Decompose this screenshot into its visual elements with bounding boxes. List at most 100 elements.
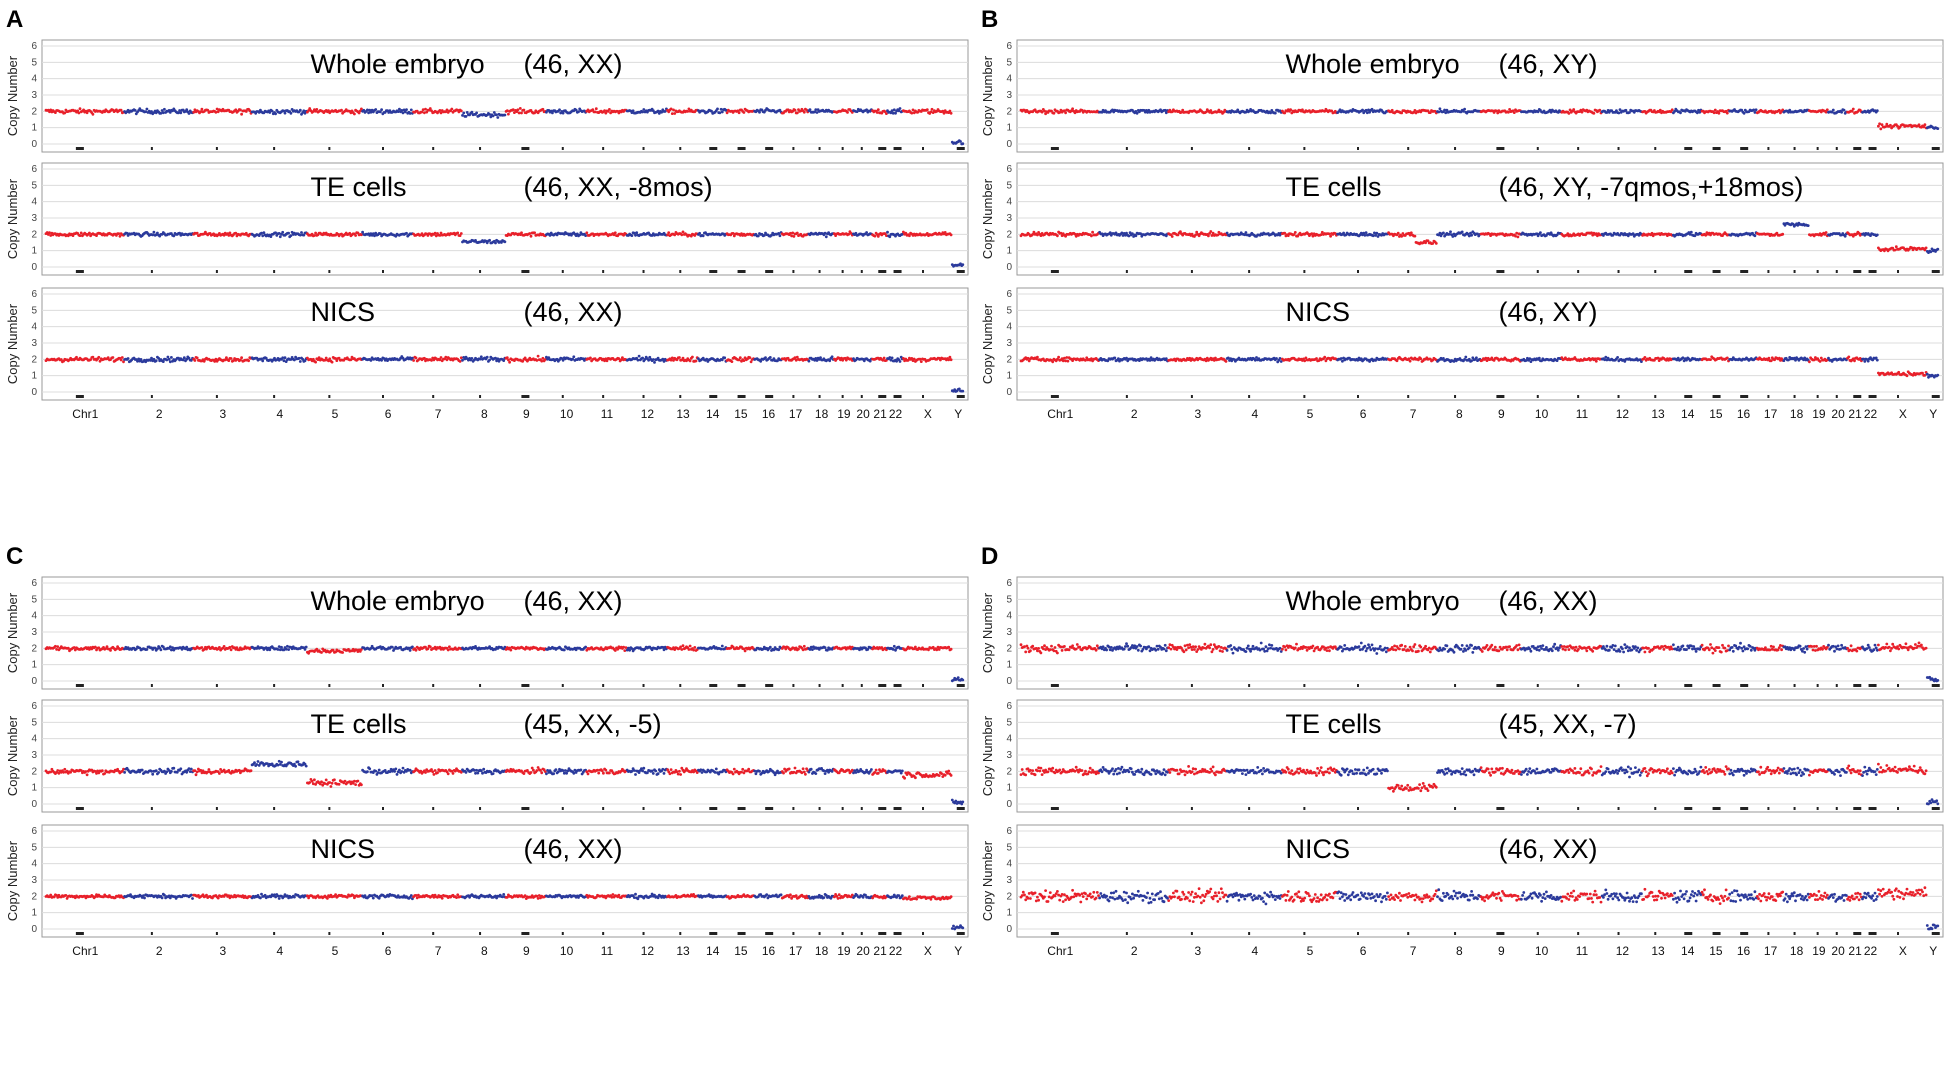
centromere-mark xyxy=(765,395,774,398)
cnv-point xyxy=(802,110,806,114)
chromosome-label: 5 xyxy=(332,407,339,421)
cnv-point xyxy=(961,389,965,393)
cnv-point xyxy=(1066,359,1070,363)
cnv-point xyxy=(1061,359,1065,363)
centromere-mark xyxy=(1125,270,1128,273)
centromere-mark xyxy=(709,147,718,150)
cnv-point xyxy=(651,358,655,361)
chromosome-label: 12 xyxy=(641,407,655,421)
y-tick-label: 1 xyxy=(1006,123,1012,134)
cnv-point xyxy=(1289,108,1292,112)
cnv-point xyxy=(495,113,498,117)
cnv-point xyxy=(151,233,155,237)
cnv-point xyxy=(298,233,302,237)
cnv-point xyxy=(459,232,463,235)
chromosome-label: Chr1 xyxy=(72,407,98,421)
cnv-point xyxy=(731,232,735,235)
cnv-point xyxy=(1679,111,1682,115)
cnv-point xyxy=(670,356,674,360)
cnv-point xyxy=(353,112,356,116)
cnv-point xyxy=(1725,111,1729,115)
cnv-point xyxy=(1681,356,1685,360)
cnv-point xyxy=(701,234,705,238)
centromere-mark xyxy=(215,270,218,273)
cnv-point xyxy=(723,356,727,360)
cnv-point xyxy=(373,234,376,238)
centromere-mark xyxy=(328,395,331,398)
cnv-point xyxy=(502,359,506,362)
centromere-mark xyxy=(273,395,276,398)
cnv-point xyxy=(630,234,634,238)
cnv-point xyxy=(91,355,95,359)
centromere-mark xyxy=(1617,147,1620,150)
centromere-mark xyxy=(1853,395,1862,398)
centromere-mark xyxy=(1816,395,1819,398)
cnv-point xyxy=(1598,108,1602,112)
cnv-point xyxy=(1363,233,1367,237)
cnv-point xyxy=(496,116,500,119)
y-axis-label: Copy Number xyxy=(980,178,995,259)
chromosome-label: 18 xyxy=(815,407,829,421)
centromere-mark xyxy=(1303,395,1306,398)
cnv-point xyxy=(1475,356,1478,360)
cnv-point xyxy=(548,234,552,237)
cnv-point xyxy=(1713,108,1717,112)
y-axis-label: Copy Number xyxy=(980,55,995,136)
cnv-point xyxy=(1537,356,1541,360)
centromere-mark xyxy=(479,270,482,273)
y-tick-label: 5 xyxy=(1006,57,1012,68)
cnv-point xyxy=(518,107,522,110)
chromosome-label: 8 xyxy=(481,407,488,421)
cnv-point xyxy=(456,231,460,235)
cnv-point xyxy=(737,111,741,115)
centromere-mark xyxy=(642,147,645,150)
cnv-point xyxy=(1818,360,1822,363)
cnv-point xyxy=(1752,108,1756,112)
cnv-point xyxy=(577,110,580,114)
centromere-mark xyxy=(679,147,682,150)
cnv-point xyxy=(261,234,265,238)
cnv-point xyxy=(120,356,124,359)
y-tick-label: 2 xyxy=(31,643,37,654)
cnv-point xyxy=(464,115,468,118)
cnv-point xyxy=(1516,235,1520,239)
y-tick-label: 0 xyxy=(31,139,37,150)
cnv-point xyxy=(1725,356,1729,360)
cnv-point xyxy=(1470,359,1473,363)
cnv-point xyxy=(912,357,916,361)
cnv-point xyxy=(807,359,811,363)
cnv-point xyxy=(257,111,261,114)
cnv-point xyxy=(691,355,694,359)
y-tick-label: 4 xyxy=(1006,197,1012,208)
cnv-point xyxy=(942,111,946,115)
centromere-mark xyxy=(382,395,385,398)
cnv-point xyxy=(894,111,897,115)
cnv-point xyxy=(895,359,898,363)
cnv-point xyxy=(485,355,489,359)
cnv-point xyxy=(1709,358,1712,361)
centromere-mark xyxy=(1248,147,1251,150)
cnv-point xyxy=(199,110,203,114)
centromere-mark xyxy=(1577,270,1580,273)
cnv-point xyxy=(1539,231,1542,235)
y-tick-label: 5 xyxy=(31,594,37,605)
cnv-point xyxy=(152,230,156,234)
cnv-point xyxy=(1878,122,1881,126)
chromosome-label: 22 xyxy=(889,407,903,421)
cnv-point xyxy=(1209,109,1213,112)
chromosome-label: 17 xyxy=(1764,407,1778,421)
cnv-point xyxy=(439,111,443,115)
centromere-mark xyxy=(1190,395,1193,398)
cnv-point xyxy=(78,107,82,111)
cnv-point xyxy=(873,234,877,238)
cnv-point xyxy=(681,356,685,360)
centromere-mark xyxy=(956,395,965,398)
cnv-point xyxy=(172,234,176,238)
cnv-point xyxy=(1091,230,1094,234)
chromosome-label: 2 xyxy=(1131,407,1138,421)
cnv-point xyxy=(308,107,312,110)
cnv-point xyxy=(1120,231,1124,235)
cnv-point xyxy=(462,111,466,115)
cnv-point xyxy=(1572,108,1576,111)
